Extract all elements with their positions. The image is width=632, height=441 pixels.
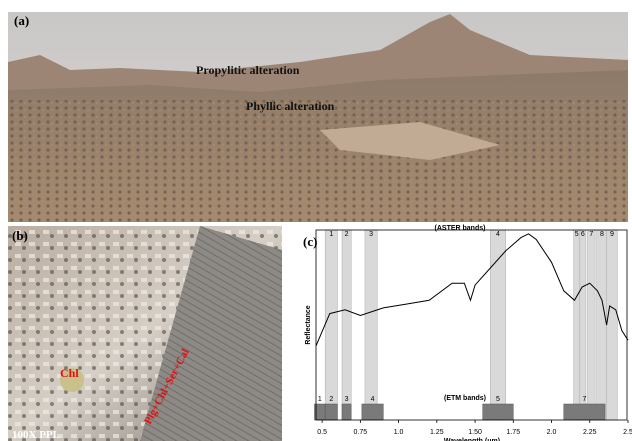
- aster-band: [597, 230, 608, 420]
- x-tick-label: 0.75: [354, 429, 368, 436]
- aster-band: [607, 230, 618, 420]
- aster-band: [342, 230, 351, 420]
- band-label: 7: [589, 231, 593, 238]
- band-label: 4: [496, 231, 500, 238]
- figure: (a) Propylitic alteration Phyllic altera…: [0, 0, 632, 441]
- band-label: 1: [318, 396, 322, 403]
- etm-band: [325, 404, 337, 420]
- band-label: 2: [329, 396, 333, 403]
- annotation: Phyllic alteration: [246, 99, 335, 113]
- x-tick-label: 1.0: [394, 429, 404, 436]
- annotation: 100X PPL: [12, 429, 60, 441]
- band-label: 5: [575, 231, 579, 238]
- etm-band: [362, 404, 383, 420]
- field-photo: [8, 12, 628, 222]
- etm-band: [342, 404, 351, 420]
- aster-band: [365, 230, 377, 420]
- panel-label: (a): [14, 13, 29, 28]
- band-label: 9: [610, 231, 614, 238]
- x-tick-label: 0.5: [317, 429, 327, 436]
- etm-title: (ETM bands): [444, 395, 486, 402]
- band-label: 2: [345, 231, 349, 238]
- aster-band: [587, 230, 595, 420]
- panel-label: (c): [303, 234, 317, 249]
- band-label: 1: [329, 231, 333, 238]
- band-label: 3: [369, 231, 373, 238]
- x-tick-label: 1.75: [506, 429, 520, 436]
- annotation: Propylitic alteration: [196, 63, 300, 77]
- etm-band: [564, 404, 605, 420]
- x-tick-label: 1.25: [430, 429, 444, 436]
- band-label: 3: [345, 396, 349, 403]
- etm-band: [483, 404, 514, 420]
- x-tick-label: 2.0: [547, 429, 557, 436]
- aster-band: [325, 230, 337, 420]
- aster-band: [580, 230, 586, 420]
- band-label: 6: [581, 231, 585, 238]
- band-label: 8: [600, 231, 604, 238]
- aster-band: [490, 230, 505, 420]
- band-label: 7: [582, 396, 586, 403]
- x-tick-label: 1.50: [468, 429, 482, 436]
- panel-label: (b): [12, 228, 28, 243]
- x-tick-label: 2.25: [583, 429, 597, 436]
- annotation: Chl: [60, 366, 79, 380]
- band-label: 5: [496, 396, 500, 403]
- micrograph: [8, 226, 282, 441]
- aster-band: [574, 230, 580, 420]
- x-tick-label: 2.5: [623, 429, 632, 436]
- aster-title: (ASTER bands): [435, 225, 486, 232]
- band-label: 4: [371, 396, 375, 403]
- y-axis-label: Reflectance: [305, 305, 312, 344]
